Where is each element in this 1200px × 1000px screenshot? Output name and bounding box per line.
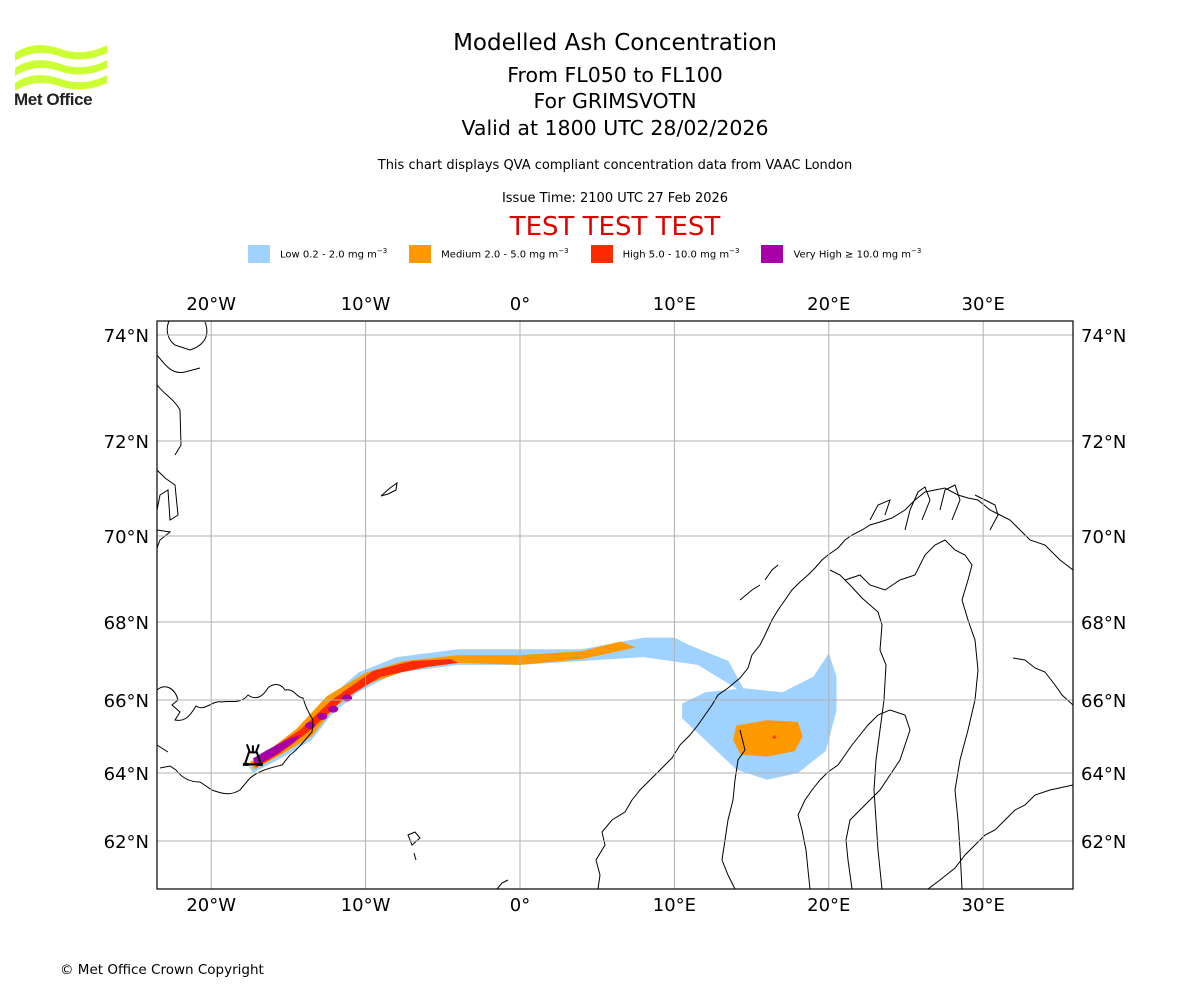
lon-tick-label-bottom: 30°E <box>962 895 1005 916</box>
border-norway-russia <box>844 539 979 889</box>
ash-region-high <box>252 659 459 768</box>
ash-spot-very-high <box>317 712 328 720</box>
legend-swatch-medium <box>409 245 432 263</box>
coastline-finland-south <box>927 784 1073 889</box>
lat-tick-label-left: 70°N <box>104 527 149 548</box>
test-banner: TEST TEST TEST <box>509 212 721 242</box>
met-office-logo-text: Met Office <box>14 90 93 109</box>
coastline-norway-fjords <box>739 484 999 601</box>
volcano-plume <box>245 744 260 753</box>
volcano-icon <box>242 744 263 766</box>
lon-tick-label-top: 20°E <box>807 294 850 315</box>
met-office-logo-icon <box>15 45 107 91</box>
legend-label-medium: Medium 2.0 - 5.0 mg m <box>441 249 559 261</box>
lat-tick-label-right: 70°N <box>1081 527 1126 548</box>
coastline-white-sea <box>1012 657 1073 706</box>
legend-unit-exponent: −3 <box>558 247 569 256</box>
legend-unit-exponent: −3 <box>729 247 740 256</box>
ash-layer <box>248 637 837 780</box>
legend-item-high: High 5.0 - 10.0 mg m−3 <box>590 245 740 263</box>
lat-tick-label-left: 68°N <box>104 613 149 634</box>
volcano-name: For GRIMSVOTN <box>533 89 697 113</box>
lat-tick-label-left: 62°N <box>104 832 149 853</box>
coastline-shetland <box>496 879 509 889</box>
lat-tick-label-left: 74°N <box>104 326 149 347</box>
coastline-iceland <box>157 684 314 795</box>
ash-region-low <box>682 653 837 780</box>
lat-tick-label-right: 74°N <box>1081 326 1126 347</box>
axis-tick-labels: 20°W 20°W 10°W 10°W 0° 0° 10°E 10°E 20°E 20°E 30°E… <box>104 294 1127 916</box>
legend-swatch-low <box>248 245 270 263</box>
valid-time: Valid at 1800 UTC 28/02/2026 <box>461 116 769 140</box>
map-frame <box>156 320 1074 890</box>
lat-tick-label-right: 64°N <box>1081 764 1126 785</box>
lat-tick-label-left: 72°N <box>104 432 149 453</box>
issue-time: Issue Time: 2100 UTC 27 Feb 2026 <box>501 191 729 206</box>
lon-tick-label-bottom: 10°E <box>653 895 696 916</box>
legend-unit-exponent: −3 <box>376 247 388 256</box>
lon-tick-label-top: 30°E <box>962 294 1005 315</box>
ash-region-very-high <box>252 734 301 766</box>
coastlines <box>157 321 1073 889</box>
legend-item-very-high: Very High ≥ 10.0 mg m−3 <box>761 245 921 263</box>
ash-region-high <box>771 734 777 739</box>
coastline-norway <box>595 487 1073 889</box>
legend-item-low: Low 0.2 - 2.0 mg m−3 <box>248 245 387 263</box>
legend-item-medium: Medium 2.0 - 5.0 mg m−3 <box>409 245 569 263</box>
lon-tick-label-top: 10°W <box>341 294 391 315</box>
graticule <box>157 321 1073 889</box>
border-norway-sweden <box>829 569 887 889</box>
chart-title: Modelled Ash Concentration <box>453 30 777 56</box>
copyright-notice: © Met Office Crown Copyright <box>60 962 264 978</box>
lat-tick-label-right: 68°N <box>1081 613 1126 634</box>
legend-label-high: High 5.0 - 10.0 mg m <box>622 249 730 261</box>
chart-description: This chart displays QVA compliant concen… <box>377 158 853 173</box>
flight-level-range: From FL050 to FL100 <box>507 63 723 87</box>
legend-label-low: Low 0.2 - 2.0 mg m <box>280 249 377 261</box>
coastline-gulf-of-bothnia <box>797 709 911 889</box>
legend-swatch-very-high <box>761 245 784 263</box>
lon-tick-label-top: 0° <box>510 294 530 315</box>
lon-tick-label-top: 20°W <box>186 294 236 315</box>
coastline-faroe-islands <box>407 831 421 861</box>
ash-spot-very-high <box>328 705 339 713</box>
ash-region-medium <box>733 720 803 757</box>
lat-tick-label-right: 66°N <box>1081 691 1126 712</box>
lon-tick-label-bottom: 20°W <box>186 895 236 916</box>
legend-label-very-high: Very High ≥ 10.0 mg m <box>793 249 912 261</box>
border-norway-sweden-south <box>721 729 746 889</box>
legend-swatch-high <box>590 245 613 263</box>
lat-tick-label-right: 62°N <box>1081 832 1126 853</box>
lat-tick-label-left: 66°N <box>104 691 149 712</box>
ash-spot-very-high <box>305 722 316 730</box>
lat-tick-label-right: 72°N <box>1081 432 1126 453</box>
coastline-greenland <box>157 321 208 549</box>
lon-tick-label-bottom: 10°W <box>341 895 391 916</box>
lon-tick-label-top: 10°E <box>653 294 696 315</box>
lat-tick-label-left: 64°N <box>104 764 149 785</box>
coastline-jan-mayen <box>380 481 398 497</box>
lon-tick-label-bottom: 20°E <box>807 895 850 916</box>
legend-unit-exponent: −3 <box>911 247 922 256</box>
lon-tick-label-bottom: 0° <box>510 895 530 916</box>
legend: Low 0.2 - 2.0 mg m−3 Medium 2.0 - 5.0 mg… <box>248 244 943 264</box>
